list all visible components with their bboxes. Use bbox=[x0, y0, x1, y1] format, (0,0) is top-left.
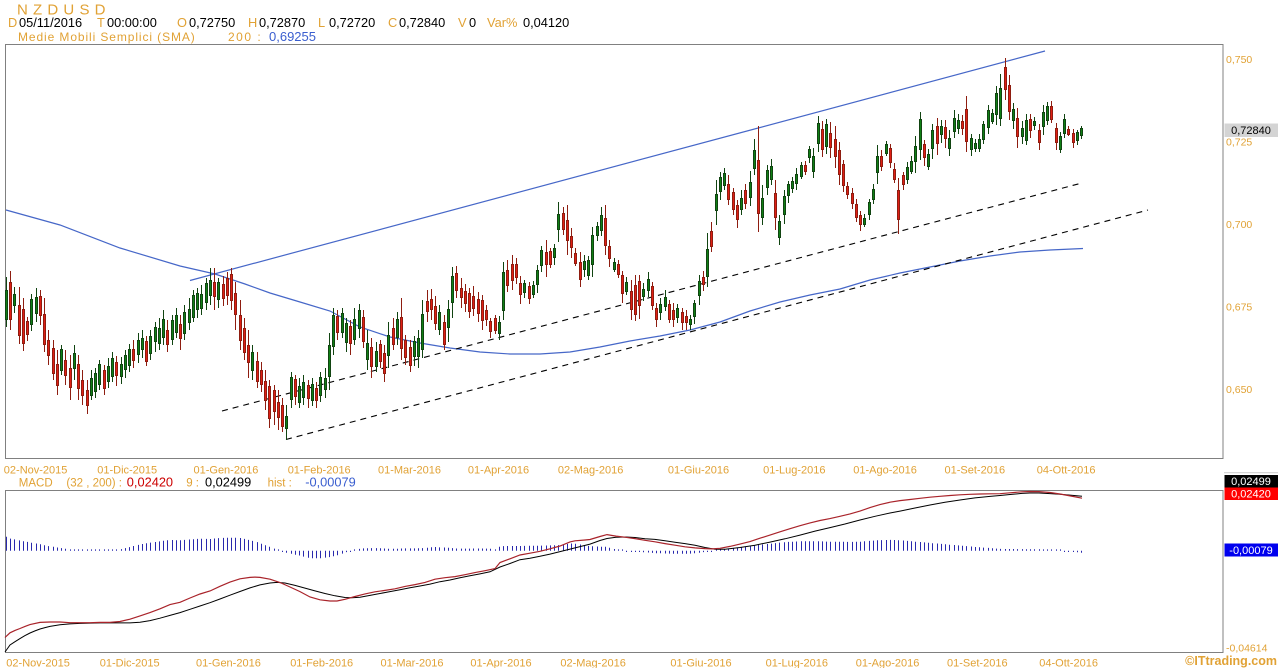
svg-text:01-Giu-2016: 01-Giu-2016 bbox=[668, 465, 729, 477]
svg-text:0,02499: 0,02499 bbox=[205, 475, 251, 490]
svg-text:01-Mar-2016: 01-Mar-2016 bbox=[378, 465, 441, 477]
svg-text:D: D bbox=[8, 15, 17, 30]
svg-text:-0,00079: -0,00079 bbox=[1229, 545, 1272, 557]
svg-text:02-Mag-2016: 02-Mag-2016 bbox=[558, 465, 623, 477]
svg-text:01-Feb-2016: 01-Feb-2016 bbox=[288, 465, 351, 477]
svg-text:V: V bbox=[458, 15, 467, 30]
svg-text:04-Ott-2016: 04-Ott-2016 bbox=[1037, 465, 1096, 477]
svg-text:01-Apr-2016: 01-Apr-2016 bbox=[468, 465, 529, 477]
svg-text:01-Set-2016: 01-Set-2016 bbox=[945, 465, 1006, 477]
svg-text:02-Nov-2015: 02-Nov-2015 bbox=[4, 465, 68, 477]
svg-text:00:00:00: 00:00:00 bbox=[107, 15, 157, 30]
svg-text:0,69255: 0,69255 bbox=[269, 29, 316, 44]
svg-text:01-Lug-2016: 01-Lug-2016 bbox=[763, 465, 825, 477]
svg-text:0,72840: 0,72840 bbox=[399, 15, 445, 30]
svg-text:hist :: hist : bbox=[268, 478, 292, 490]
svg-text:0,650: 0,650 bbox=[1226, 384, 1252, 396]
svg-text:O: O bbox=[177, 15, 187, 30]
svg-text:01-Giu-2016: 01-Giu-2016 bbox=[670, 657, 731, 668]
svg-text:0,700: 0,700 bbox=[1226, 219, 1252, 231]
svg-text:01-Gen-2016: 01-Gen-2016 bbox=[196, 657, 261, 668]
svg-text:0: 0 bbox=[469, 15, 476, 30]
svg-text:9 :: 9 : bbox=[186, 478, 199, 490]
svg-text:0,750: 0,750 bbox=[1226, 54, 1252, 66]
svg-text:0,04120: 0,04120 bbox=[523, 15, 569, 30]
svg-text:0,72750: 0,72750 bbox=[189, 15, 235, 30]
svg-text:01-Set-2016: 01-Set-2016 bbox=[947, 657, 1008, 668]
svg-text:05/11/2016: 05/11/2016 bbox=[19, 15, 82, 30]
svg-text:0,02420: 0,02420 bbox=[1231, 489, 1271, 501]
svg-text:0,02420: 0,02420 bbox=[127, 475, 173, 490]
svg-text:0,02499: 0,02499 bbox=[1231, 476, 1271, 488]
svg-text:L: L bbox=[318, 15, 325, 30]
svg-text:01-Dic-2015: 01-Dic-2015 bbox=[97, 465, 157, 477]
svg-text:-0,00079: -0,00079 bbox=[305, 475, 356, 490]
svg-text:01-Mar-2016: 01-Mar-2016 bbox=[381, 657, 444, 668]
svg-text:200 :: 200 : bbox=[228, 30, 262, 44]
svg-text:H: H bbox=[248, 15, 257, 30]
svg-text:0,72870: 0,72870 bbox=[259, 15, 305, 30]
svg-text:C: C bbox=[388, 15, 397, 30]
svg-text:NZDUSD: NZDUSD bbox=[17, 2, 111, 19]
svg-text:04-Ott-2016: 04-Ott-2016 bbox=[1039, 657, 1098, 668]
svg-text:0,72840: 0,72840 bbox=[1231, 125, 1271, 137]
svg-text:0,675: 0,675 bbox=[1226, 301, 1252, 313]
svg-text:01-Ago-2016: 01-Ago-2016 bbox=[853, 465, 917, 477]
svg-text:02-Nov-2015: 02-Nov-2015 bbox=[6, 657, 70, 668]
svg-text:02-Mag-2016: 02-Mag-2016 bbox=[560, 657, 625, 668]
svg-text:Var%: Var% bbox=[487, 15, 517, 30]
svg-text:0,72720: 0,72720 bbox=[329, 15, 375, 30]
svg-text:01-Feb-2016: 01-Feb-2016 bbox=[290, 657, 353, 668]
svg-text:0,725: 0,725 bbox=[1226, 137, 1252, 149]
svg-text:01-Apr-2016: 01-Apr-2016 bbox=[470, 657, 531, 668]
svg-text:Medie Mobili Semplici (SMA): Medie Mobili Semplici (SMA) bbox=[18, 30, 196, 44]
svg-text:T: T bbox=[97, 15, 105, 30]
svg-text:01-Dic-2015: 01-Dic-2015 bbox=[100, 657, 160, 668]
svg-text:©ITtrading.com: ©ITtrading.com bbox=[1185, 654, 1277, 668]
svg-text:(32 , 200) :: (32 , 200) : bbox=[66, 478, 122, 490]
svg-text:01-Ago-2016: 01-Ago-2016 bbox=[856, 657, 920, 668]
svg-text:01-Lug-2016: 01-Lug-2016 bbox=[766, 657, 828, 668]
svg-text:MACD: MACD bbox=[19, 478, 53, 490]
svg-text:-0,04614: -0,04614 bbox=[1226, 643, 1268, 655]
svg-text:01-Gen-2016: 01-Gen-2016 bbox=[193, 465, 258, 477]
